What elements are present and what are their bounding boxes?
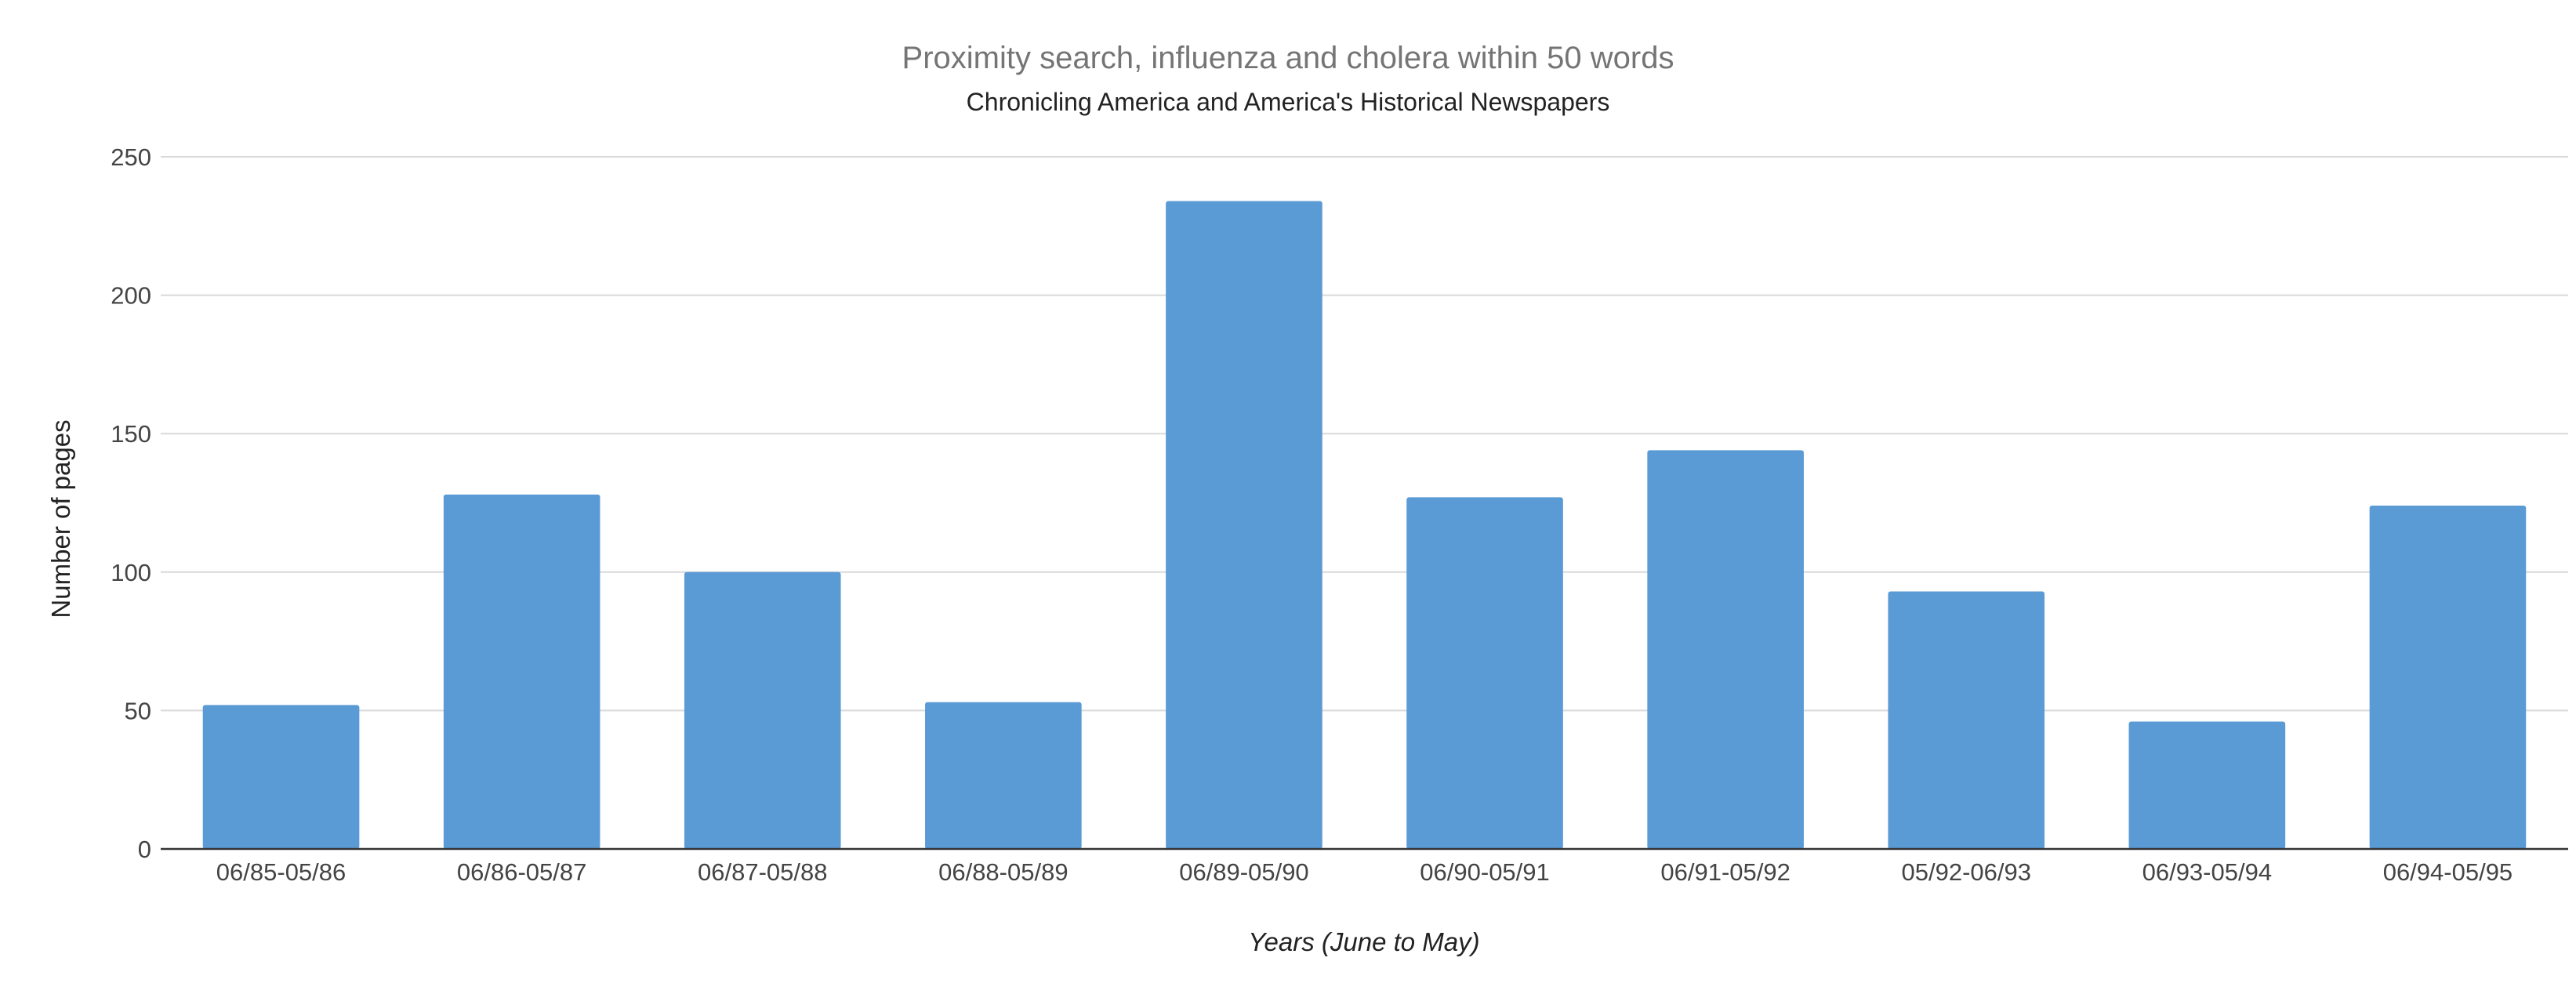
bar <box>1647 450 1804 849</box>
x-tick-label: 05/92-06/93 <box>1902 858 2031 886</box>
y-tick-label: 150 <box>111 420 151 448</box>
x-tick-label: 06/89-05/90 <box>1179 858 1308 886</box>
x-tick-label: 06/86-05/87 <box>457 858 586 886</box>
chart-subtitle: Chronicling America and America's Histor… <box>966 88 1610 116</box>
x-tick-label: 06/85-05/86 <box>216 858 346 886</box>
chart-title: Proximity search, influenza and cholera … <box>902 41 1674 75</box>
x-tick-label: 06/91-05/92 <box>1660 858 1790 886</box>
x-tick-label: 06/90-05/91 <box>1420 858 1549 886</box>
bar <box>1166 201 1322 850</box>
x-axis-title: Years (June to May) <box>1248 927 1479 956</box>
x-tick-label: 06/88-05/89 <box>938 858 1068 886</box>
x-tick-label: 06/93-05/94 <box>2142 858 2272 886</box>
bar <box>925 702 1082 849</box>
bar <box>684 571 841 849</box>
y-tick-label: 50 <box>125 697 151 724</box>
y-tick-label: 0 <box>138 836 151 863</box>
bar <box>202 705 360 849</box>
x-tick-label: 06/94-05/95 <box>2383 858 2513 886</box>
y-tick-label: 250 <box>111 143 151 171</box>
y-axis-title: Number of pages <box>46 419 75 618</box>
bar <box>1406 497 1563 849</box>
bar <box>2128 721 2286 849</box>
bar-layer <box>202 201 2527 850</box>
x-tick-label: 06/87-05/88 <box>698 858 827 886</box>
axis-layer: 0 50 100 150 200 250 06/85-05/86 06/86-05/87 06/… <box>111 143 2568 886</box>
bar <box>443 494 600 849</box>
y-tick-label: 200 <box>111 282 151 310</box>
bar <box>1888 591 2045 849</box>
bar <box>2369 506 2527 849</box>
y-tick-label: 100 <box>111 559 151 586</box>
